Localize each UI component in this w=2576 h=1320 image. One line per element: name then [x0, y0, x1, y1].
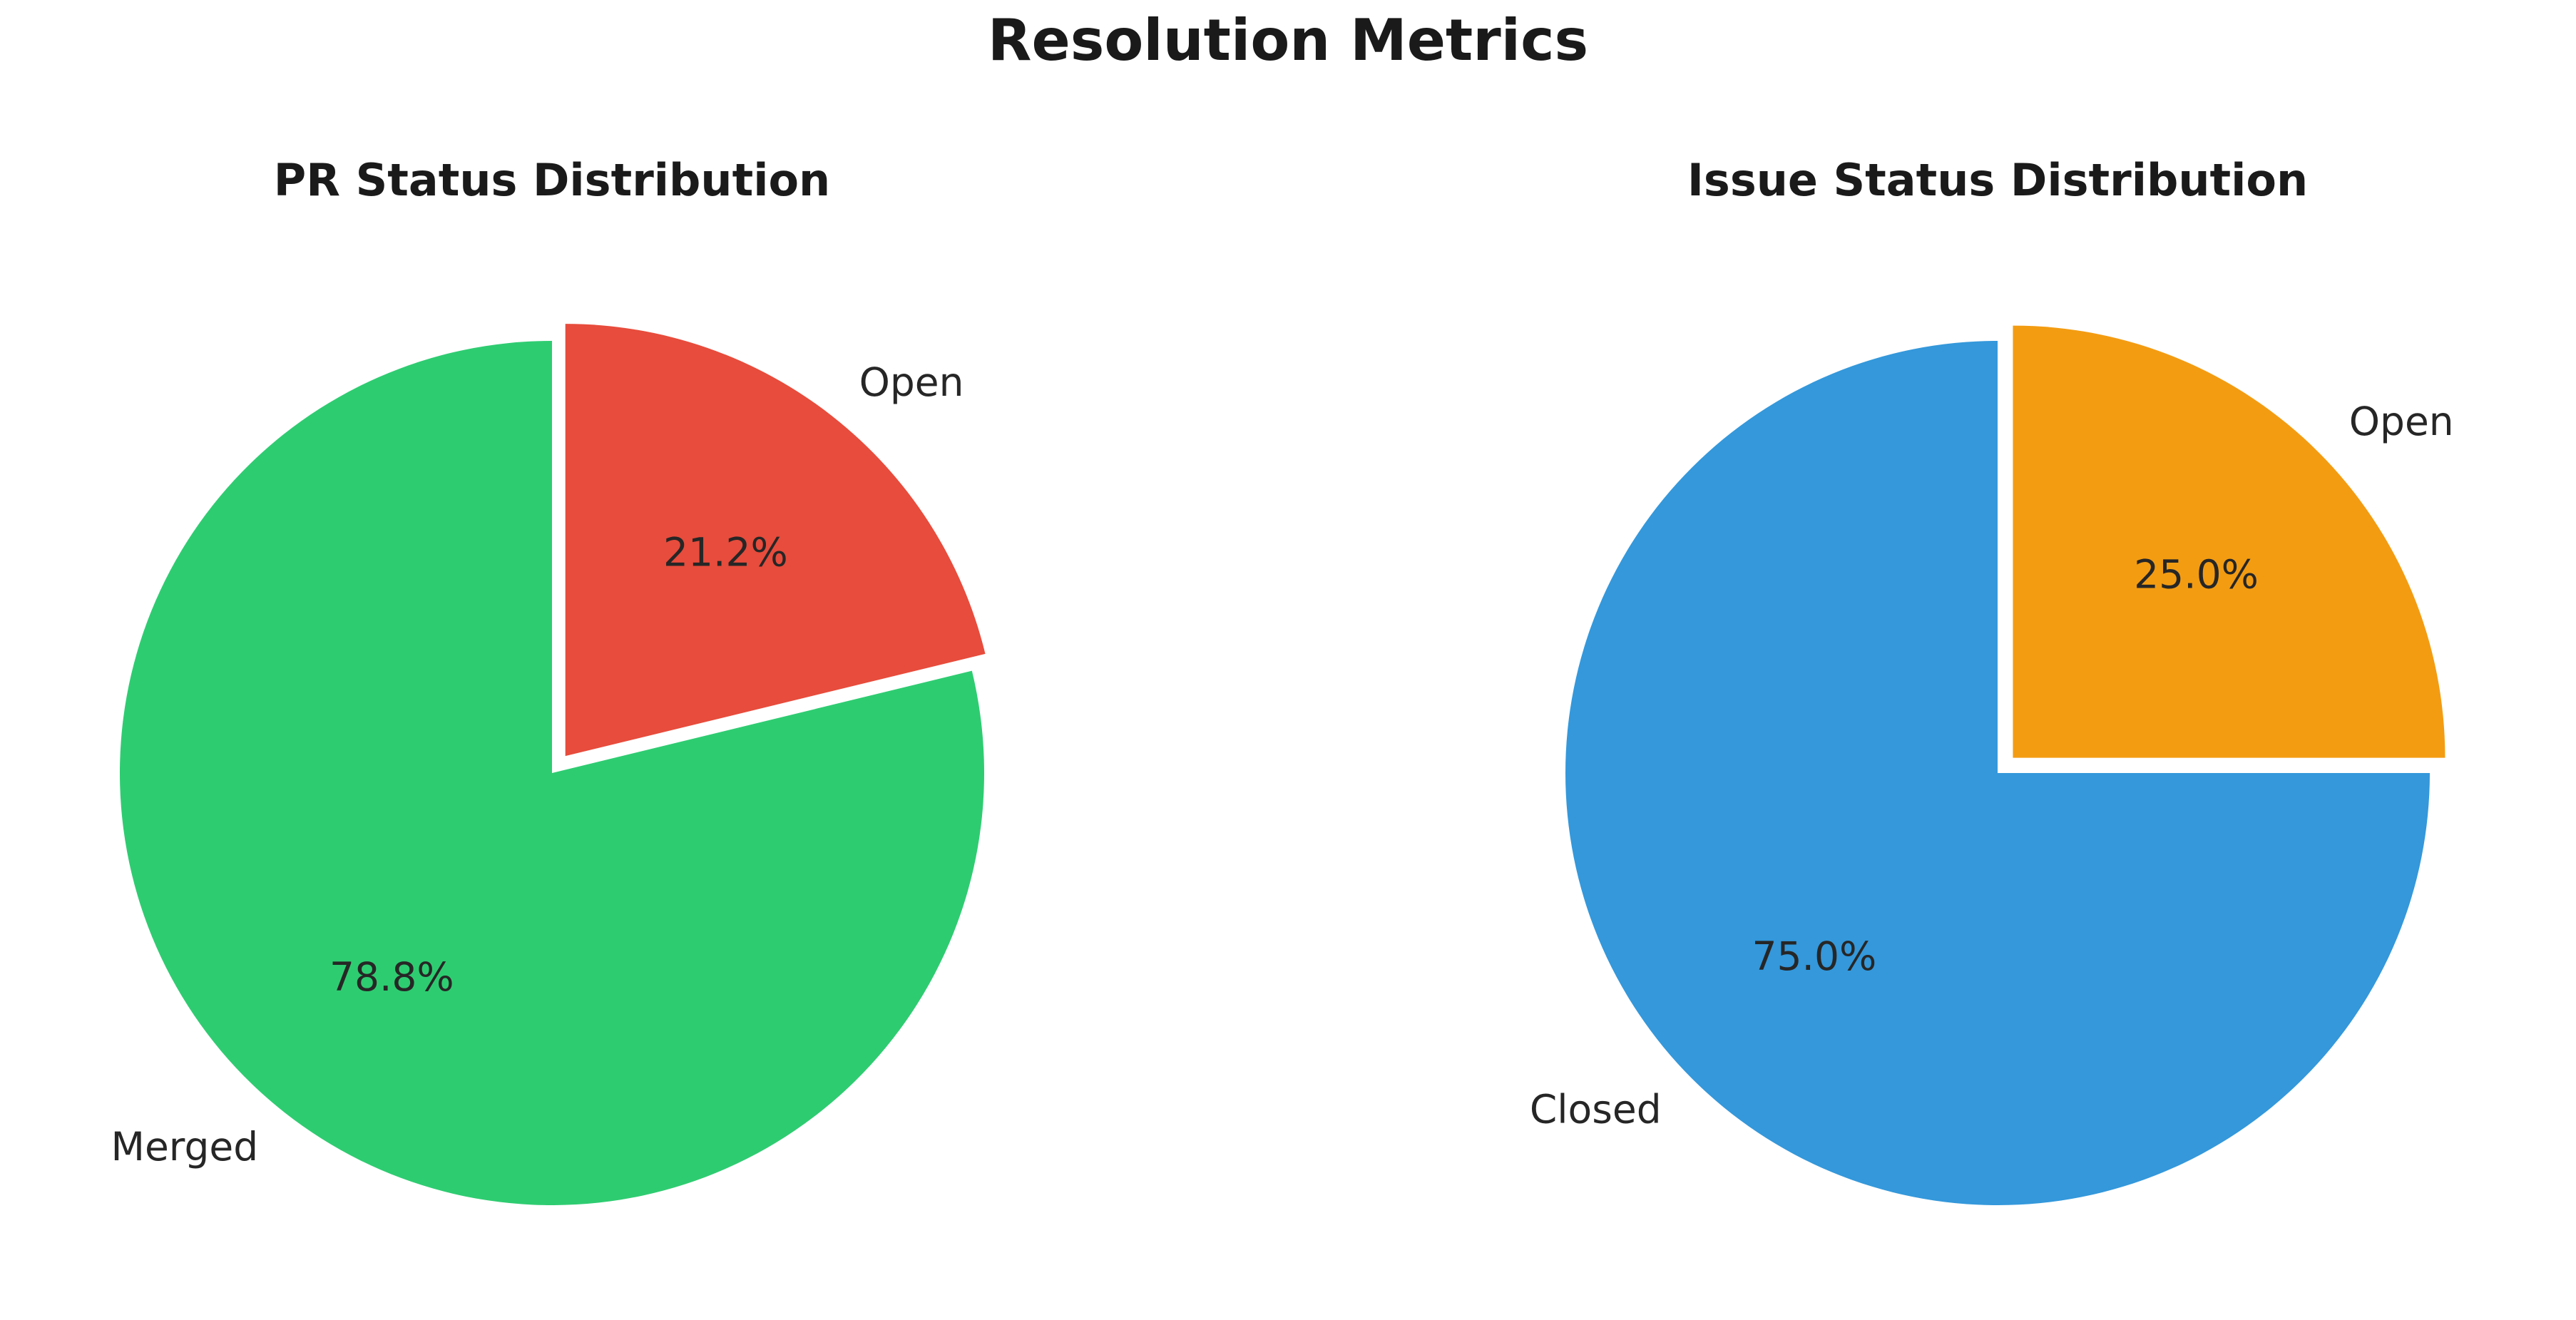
pie-1-pct-open: 25.0% [2134, 551, 2259, 597]
pie-1-label-closed: Closed [1530, 1086, 1662, 1132]
pie-1-label-open: Open [2349, 399, 2454, 444]
pie-1-slice-closed [1565, 341, 2430, 1205]
pie-0-pct-merged: 78.8% [329, 954, 454, 1000]
pie-1-pct-closed: 75.0% [1752, 933, 1877, 979]
pie-0-slice-open [565, 324, 986, 757]
pie-0-pct-open: 21.2% [663, 529, 788, 575]
pie-1-slice-open [2013, 325, 2445, 758]
figure-title: Resolution Metrics [987, 7, 1589, 73]
pr-pie-title: PR Status Distribution [273, 154, 831, 206]
pie-0-label-open: Open [859, 359, 964, 405]
issue-pie-title: Issue Status Distribution [1687, 154, 2309, 206]
pie-0-label-merged: Merged [111, 1124, 259, 1170]
pie-0-slice-merged [120, 341, 985, 1206]
